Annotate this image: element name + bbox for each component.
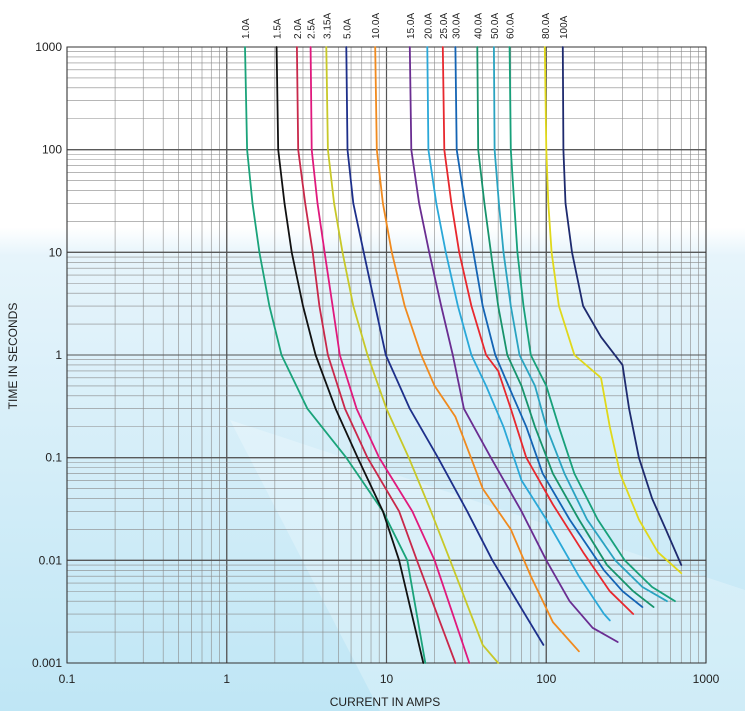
series-group — [244, 46, 683, 664]
y-tick-label: 1000 — [35, 40, 62, 54]
y-tick-label: 100 — [42, 143, 62, 157]
series-label: 40.0A — [473, 13, 484, 39]
background-highlight — [230, 420, 745, 711]
series-line-25.0A — [441, 46, 635, 615]
series-line-80.0A — [543, 46, 683, 575]
series-label: 2.5A — [307, 18, 318, 39]
series-line-1.0A — [244, 46, 427, 664]
series-line-5.0A — [345, 46, 545, 646]
series-label: 25.0A — [439, 13, 450, 39]
x-tick-label: 1 — [223, 672, 230, 686]
y-tick-label: 0.001 — [32, 656, 62, 670]
y-tick-label: 1 — [55, 348, 62, 362]
series-line-20.0A — [426, 46, 611, 622]
plot-frame — [66, 46, 707, 664]
x-tick-label: 1000 — [693, 672, 720, 686]
x-tick-label: 0.1 — [59, 672, 76, 686]
series-label: 30.0A — [451, 13, 462, 39]
series-label: 2.0A — [293, 18, 304, 39]
series-label: 100A — [559, 15, 570, 39]
y-axis-title: TIME IN SECONDS — [6, 303, 20, 410]
x-axis-title: CURRENT IN AMPS — [330, 695, 440, 709]
y-tick-label: 0.01 — [39, 553, 63, 567]
series-label: 1.0A — [241, 18, 252, 39]
x-tick-labels: 0.1 1 10 100 1000 — [59, 672, 720, 686]
y-tick-labels: 0.001 0.01 0.1 1 10 100 1000 — [32, 40, 62, 670]
y-tick-label: 0.1 — [45, 451, 62, 465]
series-line-50.0A — [493, 46, 668, 603]
x-tick-label: 10 — [380, 672, 394, 686]
series-line-40.0A — [476, 46, 655, 608]
series-label: 1.5A — [273, 18, 284, 39]
series-line-3.15A — [325, 46, 500, 664]
series-line-1.5A — [275, 46, 425, 664]
series-label: 15.0A — [406, 13, 417, 39]
series-line-100A — [561, 46, 683, 566]
series-line-30.0A — [454, 46, 644, 608]
series-labels: 1.0A 1.5A 2.0A 2.5A 3.15A 5.0A 10.0A 15.0A 20.0A… — [241, 13, 570, 39]
series-label: 50.0A — [490, 13, 501, 39]
series-line-2.5A — [309, 46, 471, 664]
series-line-60.0A — [508, 46, 676, 603]
series-label: 60.0A — [506, 13, 517, 39]
series-line-10.0A — [374, 46, 580, 653]
x-tick-label: 100 — [536, 672, 556, 686]
series-label: 5.0A — [342, 18, 353, 39]
y-tick-label: 10 — [49, 245, 63, 259]
series-line-15.0A — [408, 46, 619, 643]
series-label: 10.0A — [371, 13, 382, 39]
series-label: 80.0A — [541, 13, 552, 39]
series-label: 3.15A — [322, 13, 333, 39]
series-line-2.0A — [296, 46, 457, 664]
series-label: 20.0A — [423, 13, 434, 39]
